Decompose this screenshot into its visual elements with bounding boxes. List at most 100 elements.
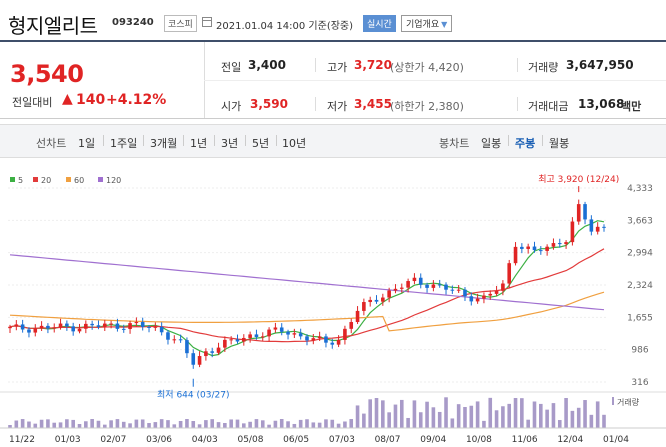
candle-body — [77, 328, 82, 332]
divider — [508, 135, 509, 146]
candle-body — [501, 283, 505, 291]
y-tick-label: 986 — [631, 346, 648, 356]
volume-bar — [399, 399, 404, 428]
candle-body — [583, 204, 587, 220]
tab-1d[interactable]: 1일 — [78, 137, 96, 150]
header-divider — [0, 40, 666, 42]
volume-bar — [128, 423, 132, 428]
low-annotation: 최저 644 (03/27) — [157, 390, 229, 401]
y-tick-label: 2,994 — [627, 249, 653, 259]
divider — [517, 97, 518, 111]
volume-bar — [248, 421, 252, 428]
divider — [103, 135, 104, 146]
candle-body — [166, 332, 170, 340]
price-chart[interactable]: 5 20 60 120 4,333 3,663 2,994 2,324 1,655 986 316… — [0, 160, 666, 447]
tab-1w[interactable]: 1주일 — [110, 137, 138, 150]
volume-bar — [121, 421, 126, 428]
x-tick-label: 01/03 — [55, 435, 81, 445]
volume-bar — [197, 424, 202, 428]
realtime-button[interactable]: 실시간 — [363, 15, 396, 32]
divider — [276, 135, 277, 146]
volume-bar — [324, 419, 328, 428]
candle-body — [223, 339, 227, 348]
y-tick-label: 4,333 — [627, 184, 653, 194]
volume-bar — [393, 404, 398, 428]
tab-3m[interactable]: 3개월 — [150, 137, 178, 150]
candle-body — [305, 336, 309, 341]
candle-body — [412, 277, 417, 282]
candle-body — [425, 284, 429, 288]
candle-body — [469, 296, 474, 302]
volume-bar — [172, 424, 177, 428]
candle-body — [140, 322, 145, 327]
tab-daily[interactable]: 일봉 — [481, 137, 502, 150]
company-info-dropdown[interactable]: 기업개요 ▼ — [401, 15, 453, 32]
candle-body — [513, 246, 518, 264]
market-badge: 코스피 — [164, 15, 197, 32]
volume-bar — [191, 421, 196, 428]
candle-body — [191, 353, 196, 365]
candle-body — [27, 329, 31, 333]
legend-swatch-20 — [33, 177, 38, 182]
candle-body — [267, 329, 271, 337]
current-price: 3,540 — [10, 60, 84, 88]
candle-body — [14, 324, 19, 327]
tab-3y[interactable]: 3년 — [221, 137, 239, 150]
tab-monthly[interactable]: 월봉 — [549, 137, 570, 150]
tab-10y[interactable]: 10년 — [282, 137, 307, 150]
volume-bar — [602, 414, 606, 428]
candle-body — [96, 325, 101, 327]
low-value: 3,455 — [354, 97, 392, 111]
volume-bar — [14, 420, 19, 428]
volume-bar — [406, 417, 410, 428]
volume-bar — [52, 422, 57, 428]
candle-chart-label: 봉차트 — [439, 137, 470, 150]
candle-body — [463, 289, 467, 297]
x-tick-label: 07/03 — [329, 435, 355, 445]
divider — [315, 97, 316, 111]
legend-swatch-5 — [10, 177, 15, 182]
low-label: 저가 — [327, 100, 348, 113]
volume-legend-swatch — [612, 397, 614, 405]
volume-bar — [254, 419, 259, 428]
candle-body — [109, 323, 113, 325]
tab-1y[interactable]: 1년 — [190, 137, 208, 150]
chart-grid — [0, 187, 666, 393]
candle-body — [539, 250, 543, 252]
volume-bar — [412, 400, 417, 428]
candle-body — [204, 351, 208, 357]
candle-body — [178, 339, 183, 341]
tab-weekly[interactable]: 주봉 — [515, 137, 536, 150]
candle-body — [254, 334, 259, 338]
candle-body — [362, 302, 366, 311]
candle-body — [134, 322, 139, 324]
tab-5y[interactable]: 5년 — [252, 137, 270, 150]
y-axis: 4,333 3,663 2,994 2,324 1,655 986 316 — [627, 184, 653, 388]
candle-body — [90, 323, 94, 326]
x-tick-label: 06/05 — [283, 435, 309, 445]
amount-value: 13,068 — [578, 97, 625, 111]
candle-body — [418, 277, 423, 285]
volume-bar — [267, 424, 271, 428]
amount-label: 거래대금 — [528, 100, 569, 113]
volume-bar — [463, 407, 467, 428]
x-axis: 11/22 01/03 02/07 03/06 04/03 05/08 06/05 07/03… — [9, 435, 629, 445]
company-info-label: 기업개요 — [406, 20, 440, 30]
chevron-down-icon: ▼ — [441, 20, 448, 29]
volume-bar — [286, 421, 290, 428]
x-tick-label: 03/06 — [146, 435, 172, 445]
candle-body — [494, 290, 499, 294]
volume-bar — [374, 398, 379, 428]
candle-body — [330, 342, 335, 345]
volume-bar — [102, 424, 107, 428]
candle-body — [8, 326, 12, 329]
legend-label-5: 5 — [18, 176, 23, 185]
candle-body — [172, 339, 177, 341]
candle-body — [65, 323, 69, 327]
volume-bar — [298, 419, 303, 428]
candle-body — [71, 326, 75, 332]
volume-bar — [539, 403, 543, 428]
candle-body — [324, 336, 328, 343]
volume-bar — [475, 401, 480, 428]
x-tick-label: 10/08 — [466, 435, 492, 445]
